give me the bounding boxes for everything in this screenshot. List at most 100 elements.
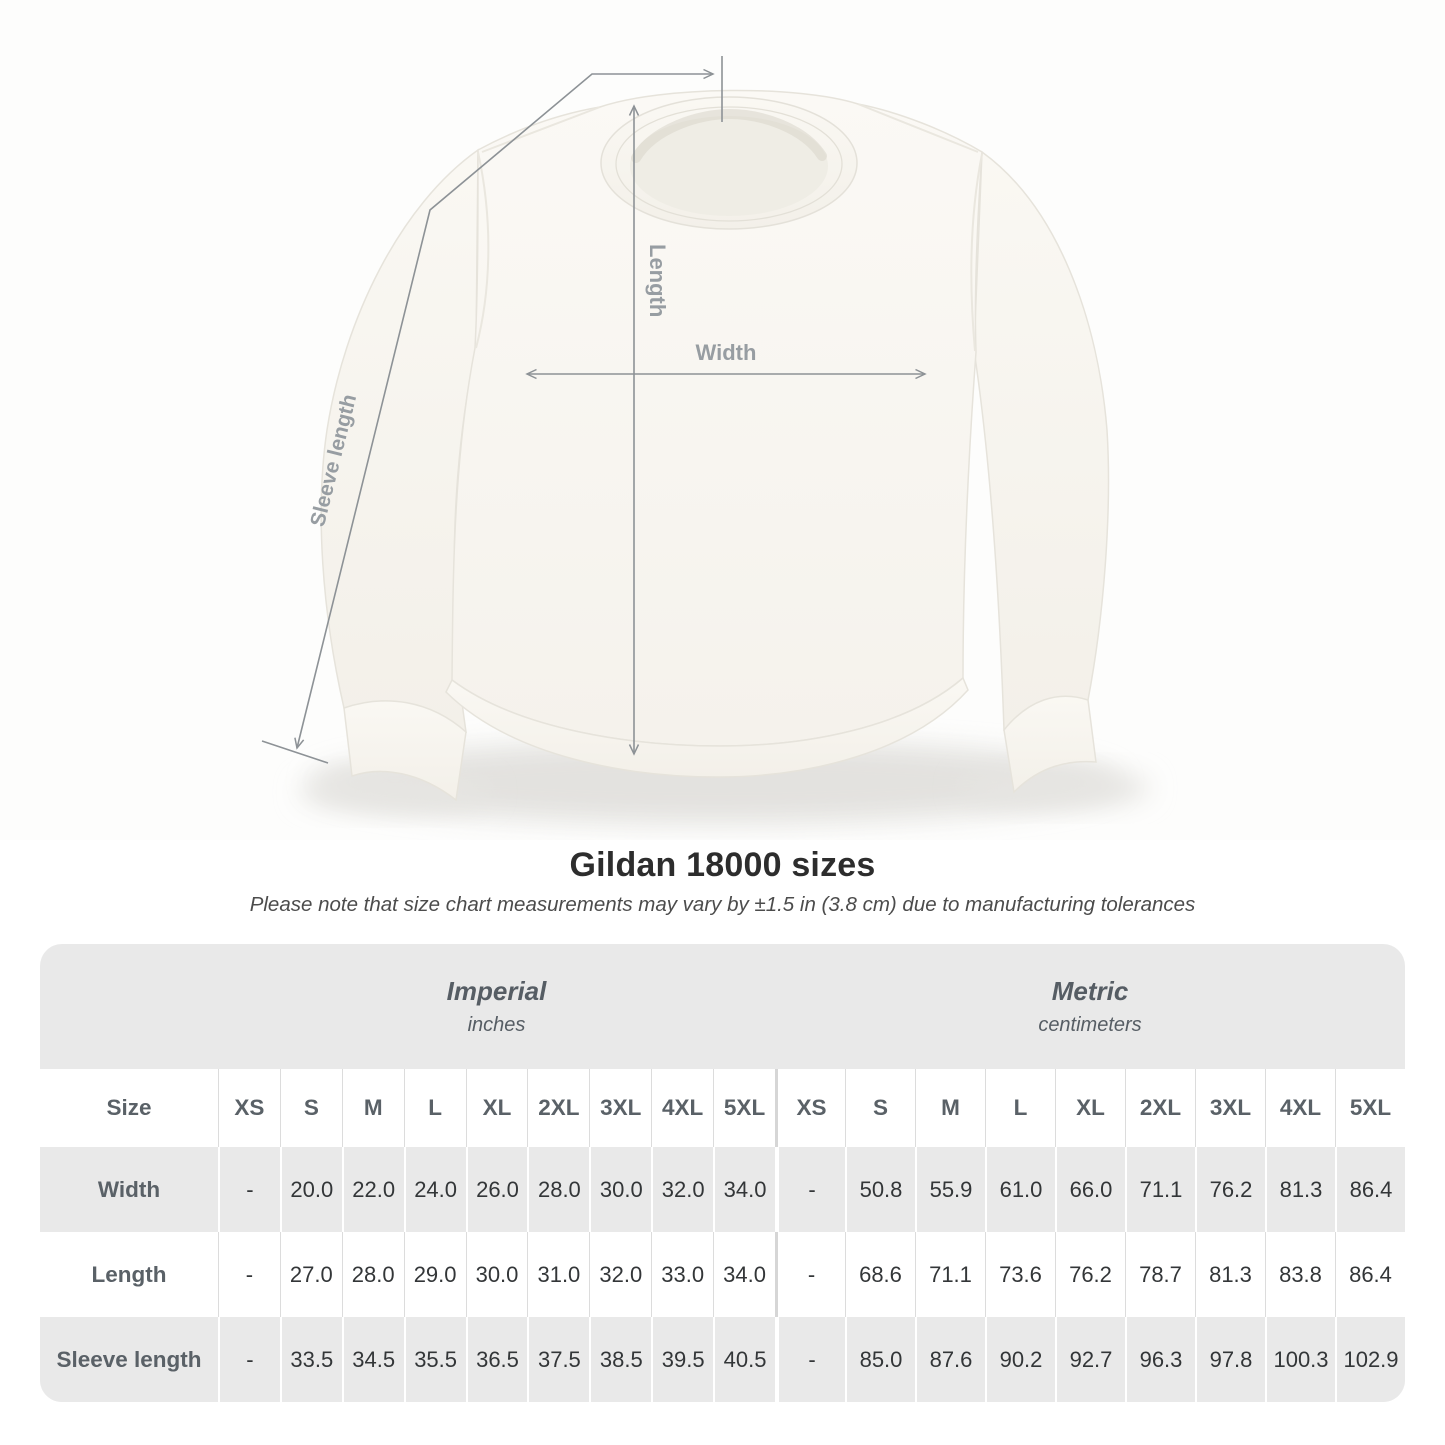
cell-sleeve-length-metric-l: 90.2	[985, 1317, 1055, 1402]
cell-length-metric-3xl: 81.3	[1195, 1232, 1265, 1317]
row-label-sleeve-length: Sleeve length	[56, 1346, 202, 1372]
cell-sleeve-length-imperial-xl: 36.5	[465, 1317, 528, 1402]
cell-width-imperial-4xl: 32.0	[651, 1147, 713, 1232]
size-header-imperial-3xl: 3XL	[589, 1069, 651, 1147]
cell-width-metric-m: 55.9	[915, 1147, 985, 1232]
imperial-group-title: Imperial	[446, 976, 547, 1006]
cell-width-metric-4xl: 81.3	[1265, 1147, 1335, 1232]
cell-sleeve-length-imperial-xs: -	[218, 1317, 280, 1402]
size-chart-table: Imperial inches Metric centimeters Size X…	[40, 944, 1405, 1402]
size-header-imperial-4xl: 4XL	[651, 1069, 713, 1147]
size-header-metric-5xl: 5XL	[1335, 1069, 1405, 1147]
row-length: Length -27.0 28.0 29.0 30.0 31.0 32.0 33.0 34.0-…	[40, 1232, 1405, 1317]
cell-width-metric-s: 50.8	[845, 1147, 915, 1232]
cell-sleeve-length-metric-s: 85.0	[845, 1317, 915, 1402]
size-header-imperial-5xl: 5XL	[713, 1069, 775, 1147]
cell-sleeve-length-metric-m: 87.6	[915, 1317, 985, 1402]
product-measurement-diagram: Width Length Sleeve length	[261, 56, 1150, 824]
sweatshirt-diagram-svg: Width Length Sleeve length	[261, 56, 1150, 824]
imperial-group-unit: inches	[467, 1014, 526, 1036]
metric-group-unit: centimeters	[1038, 1014, 1142, 1036]
imperial-group-header: Imperial inches	[218, 944, 775, 1069]
metric-group-header: Metric centimeters	[775, 944, 1405, 1069]
cell-width-imperial-xl: 26.0	[465, 1147, 528, 1232]
length-label: Length	[645, 244, 670, 317]
cell-sleeve-length-imperial-5xl: 40.5	[713, 1317, 775, 1402]
right-sleeve	[973, 150, 1110, 732]
cell-width-imperial-m: 22.0	[341, 1147, 404, 1232]
measurement-lines	[261, 56, 927, 764]
size-header-row: Size XS S M L XL 2XL 3XL 4XL 5XL XS S M L XL 2XL 3XL 4XL 5…	[40, 1069, 1405, 1147]
cell-sleeve-length-imperial-2xl: 37.5	[527, 1317, 589, 1402]
cell-sleeve-length-metric-3xl: 97.8	[1195, 1317, 1265, 1402]
cell-sleeve-length-imperial-s: 33.5	[279, 1317, 342, 1402]
cell-length-imperial-4xl: 33.0	[651, 1232, 713, 1317]
cell-length-imperial-l: 29.0	[403, 1232, 466, 1317]
size-header-imperial-xs: XS	[218, 1069, 280, 1147]
size-header-imperial-l: L	[403, 1069, 466, 1147]
cell-width-metric-5xl: 86.4	[1335, 1147, 1405, 1232]
tolerance-note: Please note that size chart measurements…	[249, 893, 1196, 916]
cell-length-metric-s: 68.6	[845, 1232, 915, 1317]
cell-length-metric-xs: -	[775, 1232, 845, 1317]
row-width: Width -20.0 22.0 24.0 26.0 28.0 30.0 32.0 34.0-5…	[40, 1147, 1405, 1232]
cell-width-metric-2xl: 71.1	[1125, 1147, 1195, 1232]
cell-length-imperial-5xl: 34.0	[713, 1232, 775, 1317]
size-header-metric-xs: XS	[775, 1069, 845, 1147]
cell-width-imperial-3xl: 30.0	[589, 1147, 651, 1232]
page-title: Gildan 18000 sizes	[569, 846, 876, 884]
size-header-metric-4xl: 4XL	[1265, 1069, 1335, 1147]
cell-sleeve-length-metric-5xl: 102.9	[1335, 1317, 1405, 1402]
cell-sleeve-length-metric-xs: -	[775, 1317, 845, 1402]
cell-width-imperial-l: 24.0	[403, 1147, 466, 1232]
cell-width-metric-xs: -	[775, 1147, 845, 1232]
cell-width-metric-l: 61.0	[985, 1147, 1055, 1232]
cell-width-imperial-s: 20.0	[279, 1147, 342, 1232]
size-header-imperial-s: S	[279, 1069, 342, 1147]
size-header-imperial-2xl: 2XL	[527, 1069, 589, 1147]
cell-length-imperial-xs: -	[218, 1232, 280, 1317]
size-header-imperial-m: M	[341, 1069, 404, 1147]
cell-length-metric-2xl: 78.7	[1125, 1232, 1195, 1317]
cell-width-metric-3xl: 76.2	[1195, 1147, 1265, 1232]
size-header-metric-l: L	[985, 1069, 1055, 1147]
cell-sleeve-length-imperial-l: 35.5	[403, 1317, 466, 1402]
size-header-metric-s: S	[845, 1069, 915, 1147]
cell-width-imperial-xs: -	[218, 1147, 280, 1232]
cell-length-metric-5xl: 86.4	[1335, 1232, 1405, 1317]
metric-group-title: Metric	[1051, 976, 1129, 1006]
cell-sleeve-length-imperial-4xl: 39.5	[651, 1317, 713, 1402]
cell-length-metric-xl: 76.2	[1055, 1232, 1125, 1317]
cell-length-metric-m: 71.1	[915, 1232, 985, 1317]
cell-length-imperial-2xl: 31.0	[527, 1232, 589, 1317]
cell-length-imperial-3xl: 32.0	[589, 1232, 651, 1317]
row-label-length: Length	[91, 1261, 167, 1287]
cell-sleeve-length-imperial-3xl: 38.5	[589, 1317, 651, 1402]
cell-length-metric-l: 73.6	[985, 1232, 1055, 1317]
size-header-metric-3xl: 3XL	[1195, 1069, 1265, 1147]
cell-width-imperial-2xl: 28.0	[527, 1147, 589, 1232]
cell-length-imperial-s: 27.0	[279, 1232, 342, 1317]
size-header-metric-m: M	[915, 1069, 985, 1147]
cell-length-imperial-xl: 30.0	[465, 1232, 528, 1317]
width-label: Width	[696, 340, 757, 365]
unit-group-header-row: Imperial inches Metric centimeters	[40, 944, 1405, 1069]
cell-sleeve-length-metric-2xl: 96.3	[1125, 1317, 1195, 1402]
sleeve-cuff-tick	[261, 740, 329, 764]
row-label-width: Width	[97, 1176, 161, 1202]
crewneck-collar	[600, 96, 858, 230]
size-header-metric-xl: XL	[1055, 1069, 1125, 1147]
cell-width-metric-xl: 66.0	[1055, 1147, 1125, 1232]
measurement-rows: Width -20.0 22.0 24.0 26.0 28.0 30.0 32.0 34.0-5…	[40, 1147, 1405, 1402]
size-header-imperial-xl: XL	[465, 1069, 528, 1147]
sleeve-length-line	[294, 68, 715, 750]
cell-sleeve-length-metric-4xl: 100.3	[1265, 1317, 1335, 1402]
right-cuff	[1003, 695, 1097, 794]
cell-sleeve-length-metric-xl: 92.7	[1055, 1317, 1125, 1402]
cell-length-metric-4xl: 83.8	[1265, 1232, 1335, 1317]
cell-sleeve-length-imperial-m: 34.5	[341, 1317, 404, 1402]
size-column-header: Size	[106, 1095, 152, 1120]
size-header-metric-2xl: 2XL	[1125, 1069, 1195, 1147]
cell-length-imperial-m: 28.0	[341, 1232, 404, 1317]
